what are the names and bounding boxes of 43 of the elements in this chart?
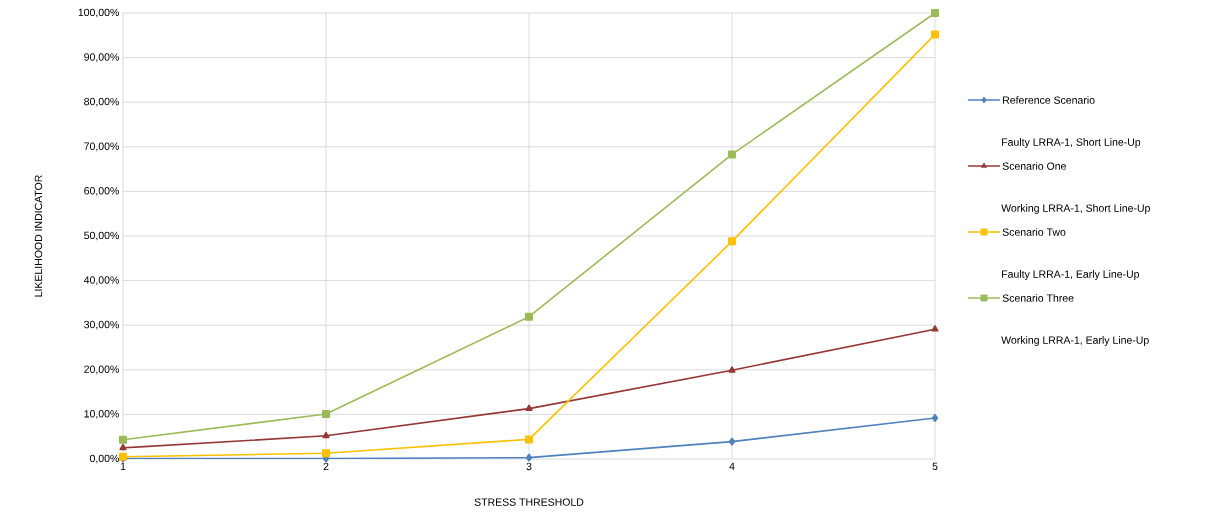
y-tick-label: 80,00% [84, 97, 119, 107]
point [931, 325, 939, 332]
text: Working LRRA-1, Short Line-Up [1001, 204, 1150, 214]
point [931, 413, 939, 422]
y-tick-label: 70,00% [84, 142, 119, 152]
point [525, 435, 534, 444]
point [322, 431, 330, 439]
point [525, 453, 533, 462]
point [119, 435, 128, 444]
x-tick-label: 3 [526, 462, 532, 471]
point [322, 409, 331, 418]
text: Faulty LRRA-1, Early Line-Up [1002, 270, 1140, 280]
y-tick-label: 10,00% [84, 410, 119, 419]
y-tick-label: 30,00% [84, 320, 119, 330]
x-tick-label: 4 [729, 462, 735, 470]
legend-label: Reference Scenario [1003, 96, 1095, 104]
x-tick-label: 1 [120, 462, 126, 470]
point [931, 30, 940, 39]
point [119, 443, 127, 451]
y-tick-label: 60,00% [84, 187, 119, 196]
point [931, 9, 940, 17]
x-tick-label: 5 [932, 462, 938, 471]
text: Working LRRA-1, Early Line-Up [1001, 336, 1149, 346]
text: Faulty LRRA-1, Short Line-Up [1002, 138, 1141, 148]
y-tick-label: 0,00% [89, 454, 119, 464]
y-tick-label: 90,00% [84, 53, 119, 62]
point [728, 366, 736, 373]
y-tick-label: 50,00% [84, 231, 119, 241]
point [728, 437, 736, 446]
y-axis-title: LIKELIHOOD INDICATOR [34, 175, 43, 297]
y-tick-label: 40,00% [83, 276, 119, 285]
y-tick-label: 100,00% [78, 8, 119, 18]
legend-label: Scenario One [1002, 162, 1066, 170]
point [525, 404, 533, 411]
point [728, 150, 737, 159]
point [525, 312, 534, 321]
x-axis-title: STRESS THRESHOLD [474, 498, 584, 506]
legend-label: Scenario Three [1002, 294, 1074, 302]
point [728, 237, 737, 246]
y-tick-label: 20,00% [84, 365, 119, 375]
x-tick-label: 2 [323, 462, 329, 471]
legend-label: Scenario Two [1002, 228, 1066, 236]
point [322, 449, 331, 458]
